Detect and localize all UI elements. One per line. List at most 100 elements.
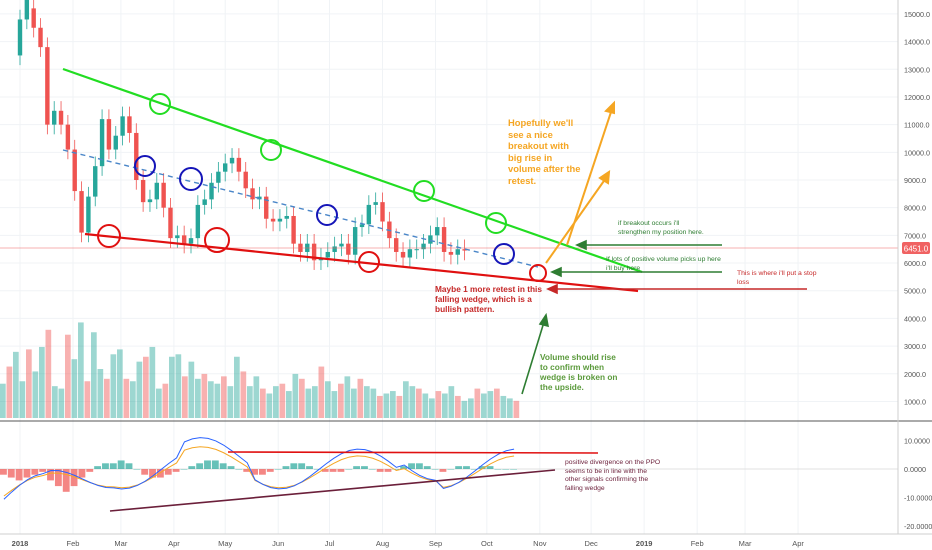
ppo-histogram-bar: [251, 469, 258, 475]
time-tick-label: Sep: [429, 539, 442, 548]
volume-bar: [474, 388, 481, 418]
price-tick-label: 6000.0: [904, 259, 926, 268]
ppo-indicator: [0, 437, 898, 500]
volume-bar: [390, 391, 396, 418]
volume-bar: [58, 388, 65, 418]
blue-circle: [134, 155, 156, 177]
volume-bar: [494, 388, 500, 418]
ppo-line: [3, 437, 515, 500]
ppo-histogram-bar: [415, 463, 423, 469]
candle-body: [216, 171, 221, 183]
candle-body: [236, 157, 242, 172]
ppo-histogram-bar: [502, 469, 510, 470]
volume-bar: [500, 395, 507, 418]
volume-bar: [26, 349, 32, 418]
volume-bar: [13, 351, 19, 418]
green-arrows: [521, 239, 722, 395]
price-tick-label: 5000.0: [904, 287, 926, 296]
ppo-histogram-bar: [78, 469, 86, 478]
price-tick-label: 9000.0: [904, 176, 926, 185]
volume-bar: [110, 354, 117, 418]
volume-bar: [461, 400, 468, 418]
annotation-volume-rise: Volume should rise to confirm when wedge…: [540, 352, 618, 392]
candle-body: [188, 238, 194, 244]
ppo-histogram-bar: [376, 469, 384, 472]
candle-body: [277, 218, 283, 222]
ppo-histogram-bar: [227, 466, 235, 469]
current-price-tag: [902, 242, 930, 254]
ppo-histogram-bar: [439, 469, 447, 472]
candle-body: [243, 171, 248, 189]
ppo-histogram-bar: [235, 469, 243, 470]
volume-bar: [84, 381, 91, 418]
ppo-histogram-bar: [384, 469, 392, 472]
candle-body: [93, 166, 98, 197]
volume-bar: [273, 386, 279, 418]
time-tick-label: Feb: [691, 539, 704, 548]
candle-body: [291, 215, 296, 244]
time-tick-label: Mar: [114, 539, 127, 548]
ppo-histogram-bar: [109, 463, 117, 469]
candle-body: [72, 149, 77, 192]
volume-bar: [331, 391, 338, 418]
volume-bar: [409, 386, 416, 418]
arrow-head: [550, 266, 562, 278]
volume-bar: [442, 393, 448, 418]
candle-body: [106, 119, 112, 150]
ppo-histogram-bar: [0, 469, 7, 475]
volume-bar: [78, 322, 84, 418]
volume-bar: [448, 386, 455, 418]
lower-wedge-line: [84, 232, 639, 293]
time-tick-label: Mar: [739, 539, 752, 548]
ppo-histogram-bar: [23, 469, 31, 478]
candle-body: [134, 132, 139, 180]
volume-bar: [97, 369, 104, 418]
arrow-head: [598, 170, 611, 185]
time-tick-label: Nov: [533, 539, 547, 548]
ppo-histogram-bar: [494, 469, 502, 470]
ppo-histogram-bar: [423, 466, 431, 469]
volume-bar: [292, 373, 299, 418]
candle-body: [140, 180, 146, 203]
ppo-histogram-bar: [353, 466, 361, 469]
candle-body: [38, 27, 43, 48]
volume-bar: [221, 376, 227, 418]
ppo-histogram-bar: [274, 469, 282, 470]
price-tick-label: 13000.0: [904, 65, 930, 74]
ppo-histogram-bar: [172, 469, 180, 472]
time-tick-label: Aug: [376, 539, 389, 548]
ppo-histogram-bar: [478, 466, 486, 469]
ppo-histogram-bar: [290, 463, 298, 469]
volume-bar: [377, 395, 383, 418]
candle-body: [175, 235, 180, 239]
green-circle: [149, 93, 171, 115]
volume-bar: [91, 332, 97, 418]
candle-body: [435, 227, 440, 236]
volume-bar: [39, 346, 45, 418]
annotation-stop-loss: This is where i'll put a stop loss: [737, 270, 817, 286]
volume-bar: [253, 376, 260, 418]
blue-circle: [179, 167, 203, 191]
volume-bar: [416, 388, 422, 418]
ppo-histogram-bar: [282, 466, 290, 469]
time-tick-label: Dec: [584, 539, 598, 548]
volume-bar: [32, 371, 39, 418]
volume-bar: [305, 388, 312, 418]
candle-body: [99, 119, 105, 167]
ppo-histogram-bar: [164, 469, 172, 475]
candle-body: [352, 227, 358, 255]
time-tick-label: Jun: [272, 539, 284, 548]
volume-bar: [71, 359, 78, 418]
ppo-histogram-bar: [86, 469, 94, 472]
candle-body: [127, 116, 132, 133]
candles: [17, 0, 467, 270]
ppo-histogram-bar: [62, 469, 70, 492]
red-circle: [529, 264, 547, 282]
volume-bar: [162, 383, 169, 418]
candle-body: [31, 8, 36, 28]
volume-bar: [455, 395, 461, 418]
candle-body: [270, 218, 276, 222]
candle-body: [441, 227, 447, 252]
annotation-ppo-divergence: positive divergence on the PPO seems to …: [565, 459, 661, 492]
